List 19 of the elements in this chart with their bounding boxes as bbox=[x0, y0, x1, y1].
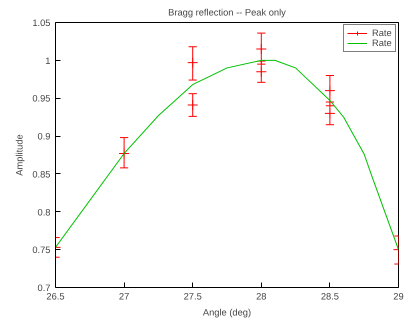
y-tick-label: 0.75 bbox=[32, 245, 50, 256]
y-tick-label: 0.7 bbox=[38, 283, 50, 293]
y-tick-label: 1.05 bbox=[32, 18, 50, 28]
legend-label: Rate bbox=[372, 38, 392, 48]
x-tick-label: 29 bbox=[393, 292, 404, 302]
x-tick-label: 27.5 bbox=[184, 292, 202, 302]
x-tick-label: 26.5 bbox=[46, 292, 65, 302]
y-axis-title: Amplitude bbox=[14, 134, 24, 176]
x-axis-title: Angle (deg) bbox=[202, 308, 252, 318]
x-tick-label: 28.5 bbox=[320, 292, 339, 302]
x-tick-label: 27 bbox=[118, 292, 130, 302]
y-tick-label: 1 bbox=[45, 56, 51, 66]
y-tick-label: 0.95 bbox=[32, 94, 50, 104]
x-tick-label: 28 bbox=[256, 292, 267, 302]
chart-title: Bragg reflection -- Peak only bbox=[168, 8, 286, 18]
legend-label: Rate bbox=[372, 28, 392, 38]
y-tick-label: 0.8 bbox=[38, 207, 50, 218]
y-tick-label: 0.9 bbox=[38, 132, 50, 142]
y-tick-label: 0.85 bbox=[32, 169, 50, 180]
